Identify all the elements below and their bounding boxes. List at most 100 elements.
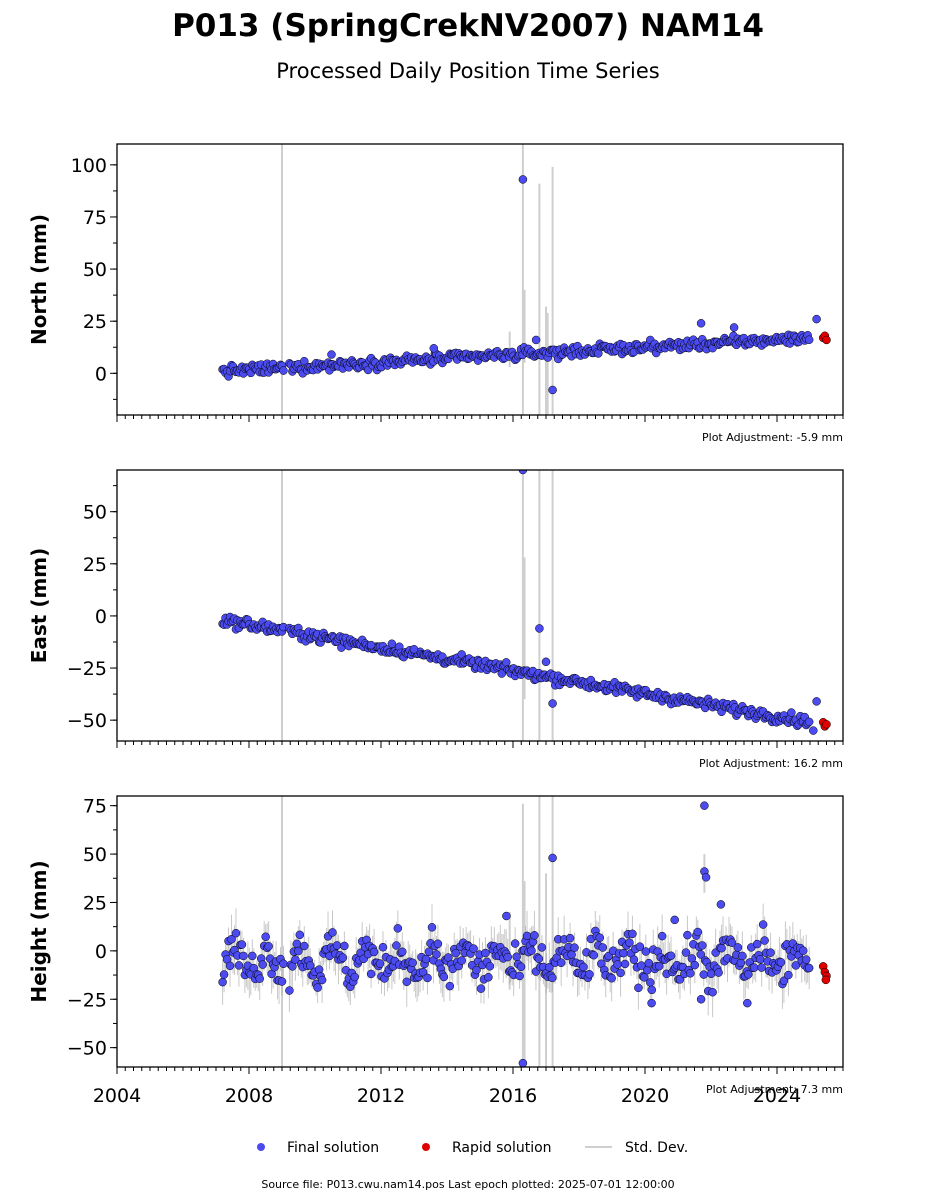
- y-ticks: 75 50 25 0 −25 −50: [67, 796, 117, 1060]
- final-point: [218, 977, 227, 987]
- plot-adjustment-note: Plot Adjustment: 16.2 mm: [699, 757, 843, 770]
- legend-std-label: Std. Dev.: [625, 1140, 688, 1156]
- legend-rapid-marker: [422, 1143, 430, 1151]
- final-point: [231, 928, 241, 938]
- final-point: [641, 947, 651, 956]
- x-tick-label: 2004: [93, 1085, 141, 1107]
- final-point: [522, 931, 532, 941]
- final-point: [616, 968, 625, 978]
- final-point: [432, 950, 441, 959]
- final-point: [227, 935, 236, 944]
- final-point: [503, 952, 512, 962]
- source-note: Source file: P013.cwu.nam14.pos Last epo…: [261, 1178, 674, 1191]
- final-point: [545, 963, 554, 972]
- final-point: [628, 929, 637, 939]
- final-point: [366, 640, 376, 650]
- final-point: [535, 624, 544, 633]
- final-point: [716, 900, 726, 909]
- panel-north: 100 75 50 25 0 North (mm) Plot Adjustment: -5.…: [27, 143, 844, 444]
- plot-frame: [116, 795, 844, 1068]
- final-point: [378, 942, 388, 952]
- final-point: [548, 973, 557, 983]
- legend-final-label: Final solution: [287, 1140, 379, 1156]
- y-tick-label: 50: [83, 259, 107, 281]
- final-point: [696, 950, 706, 959]
- final-point: [531, 335, 541, 345]
- final-point: [392, 941, 401, 950]
- final-point: [589, 950, 599, 960]
- final-point: [285, 986, 294, 995]
- final-point: [700, 801, 709, 810]
- final-point: [305, 961, 315, 970]
- rapid-points: [818, 717, 831, 731]
- final-point: [758, 920, 768, 929]
- y-tick-label: 75: [83, 207, 107, 229]
- final-point: [423, 973, 432, 983]
- final-point: [635, 942, 645, 951]
- final-point: [294, 946, 303, 956]
- final-point: [476, 984, 486, 993]
- final-point: [369, 947, 379, 957]
- final-point: [798, 946, 808, 955]
- y-tick-label: −25: [67, 658, 107, 680]
- final-point: [418, 967, 428, 977]
- final-point: [291, 955, 300, 964]
- final-point: [350, 972, 360, 982]
- final-point: [738, 951, 747, 961]
- final-point: [530, 931, 539, 940]
- legend-final-marker: [257, 1143, 265, 1151]
- final-point: [784, 970, 793, 980]
- final-point: [556, 958, 566, 968]
- final-point: [424, 947, 434, 956]
- final-point: [300, 941, 309, 951]
- rapid-point: [822, 720, 831, 729]
- final-point: [779, 976, 789, 986]
- panel-east: 50 25 0 −25 −50 East (mm) Plot Adjustment: 16.…: [27, 469, 844, 770]
- y-tick-label: 25: [83, 554, 107, 576]
- y-ticks: 100 75 50 25 0: [71, 155, 117, 400]
- final-point: [277, 977, 287, 986]
- final-point: [512, 952, 521, 961]
- final-point: [402, 977, 411, 987]
- final-point: [708, 987, 717, 997]
- final-point: [279, 959, 288, 969]
- final-point: [670, 915, 679, 925]
- final-point: [340, 941, 349, 951]
- final-point: [501, 658, 511, 667]
- final-point: [338, 953, 348, 962]
- y-axis-label: Height (mm): [27, 860, 51, 1002]
- final-point: [548, 853, 557, 863]
- final-point: [620, 959, 630, 969]
- final-point: [657, 931, 667, 941]
- y-tick-label: 75: [83, 796, 107, 818]
- final-point: [518, 175, 528, 184]
- final-point: [387, 639, 397, 649]
- final-point: [812, 314, 821, 324]
- final-point: [607, 973, 616, 983]
- final-point: [647, 985, 657, 995]
- final-point: [472, 965, 481, 975]
- final-point: [328, 928, 337, 937]
- final-point: [686, 969, 695, 978]
- final-point: [565, 933, 575, 943]
- final-point: [527, 946, 536, 955]
- final-point: [629, 955, 639, 964]
- final-point: [595, 933, 605, 942]
- final-point: [640, 973, 649, 982]
- final-point: [733, 943, 743, 952]
- final-point: [408, 958, 417, 968]
- final-point: [579, 962, 588, 972]
- final-point: [445, 981, 455, 991]
- final-point: [681, 948, 691, 957]
- y-tick-label: −50: [67, 710, 107, 732]
- y-axis-label: North (mm): [27, 214, 51, 345]
- final-point: [585, 969, 594, 979]
- y-tick-label: 0: [95, 606, 107, 628]
- final-point: [485, 962, 495, 971]
- final-point: [634, 983, 643, 993]
- rapid-points: [818, 331, 831, 345]
- final-point: [736, 958, 746, 968]
- final-point: [804, 963, 814, 973]
- final-point: [729, 323, 739, 332]
- final-point: [644, 958, 654, 968]
